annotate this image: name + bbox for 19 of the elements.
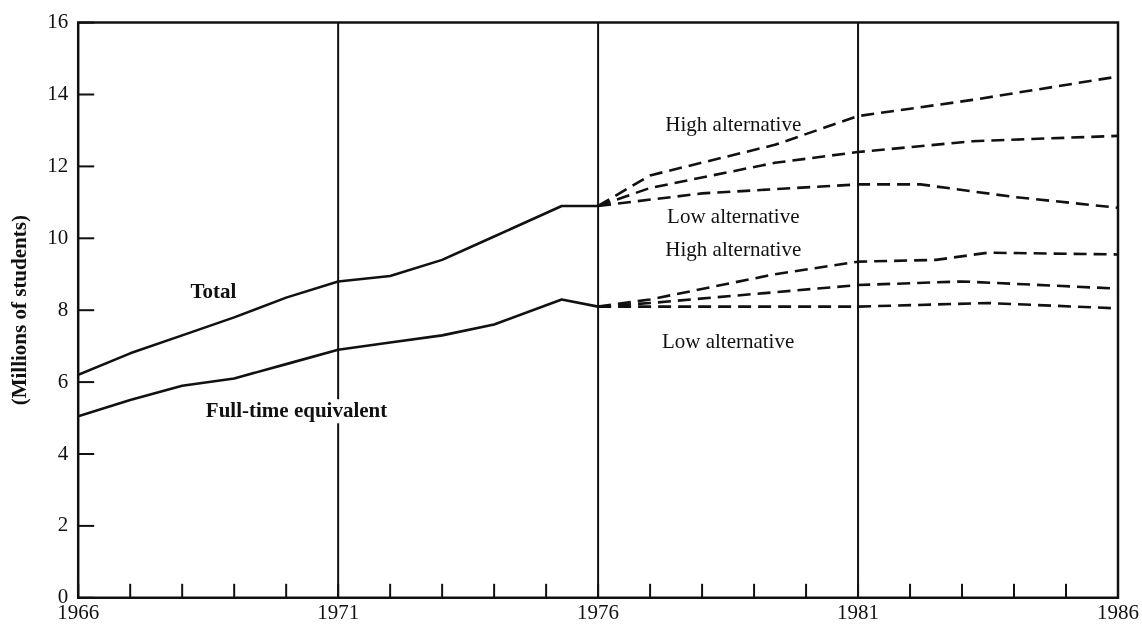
series-label: High alternative	[665, 237, 802, 262]
y-tick-label: 8	[57, 296, 69, 321]
series-label: Low alternative	[661, 329, 795, 354]
series-label: High alternative	[665, 111, 802, 136]
y-tick-label: 2	[57, 512, 69, 537]
y-axis-title: (Millions of students)	[7, 215, 32, 406]
series-label: Full-time equivalent	[205, 397, 388, 422]
x-tick-label: 1981	[837, 599, 880, 624]
y-tick-label: 16	[47, 9, 69, 34]
series-label: Low alternative	[667, 204, 800, 229]
y-tick-label: 4	[57, 440, 69, 465]
x-tick-label: 1976	[577, 599, 620, 624]
series-label: Total	[190, 279, 237, 303]
x-tick-label: 1986	[1097, 599, 1139, 624]
y-tick-label: 12	[47, 152, 69, 177]
y-tick-label: 14	[47, 81, 69, 106]
y-tick-label: 6	[57, 368, 69, 393]
x-tick-label: 1971	[317, 599, 360, 624]
y-tick-label: 10	[47, 224, 69, 249]
